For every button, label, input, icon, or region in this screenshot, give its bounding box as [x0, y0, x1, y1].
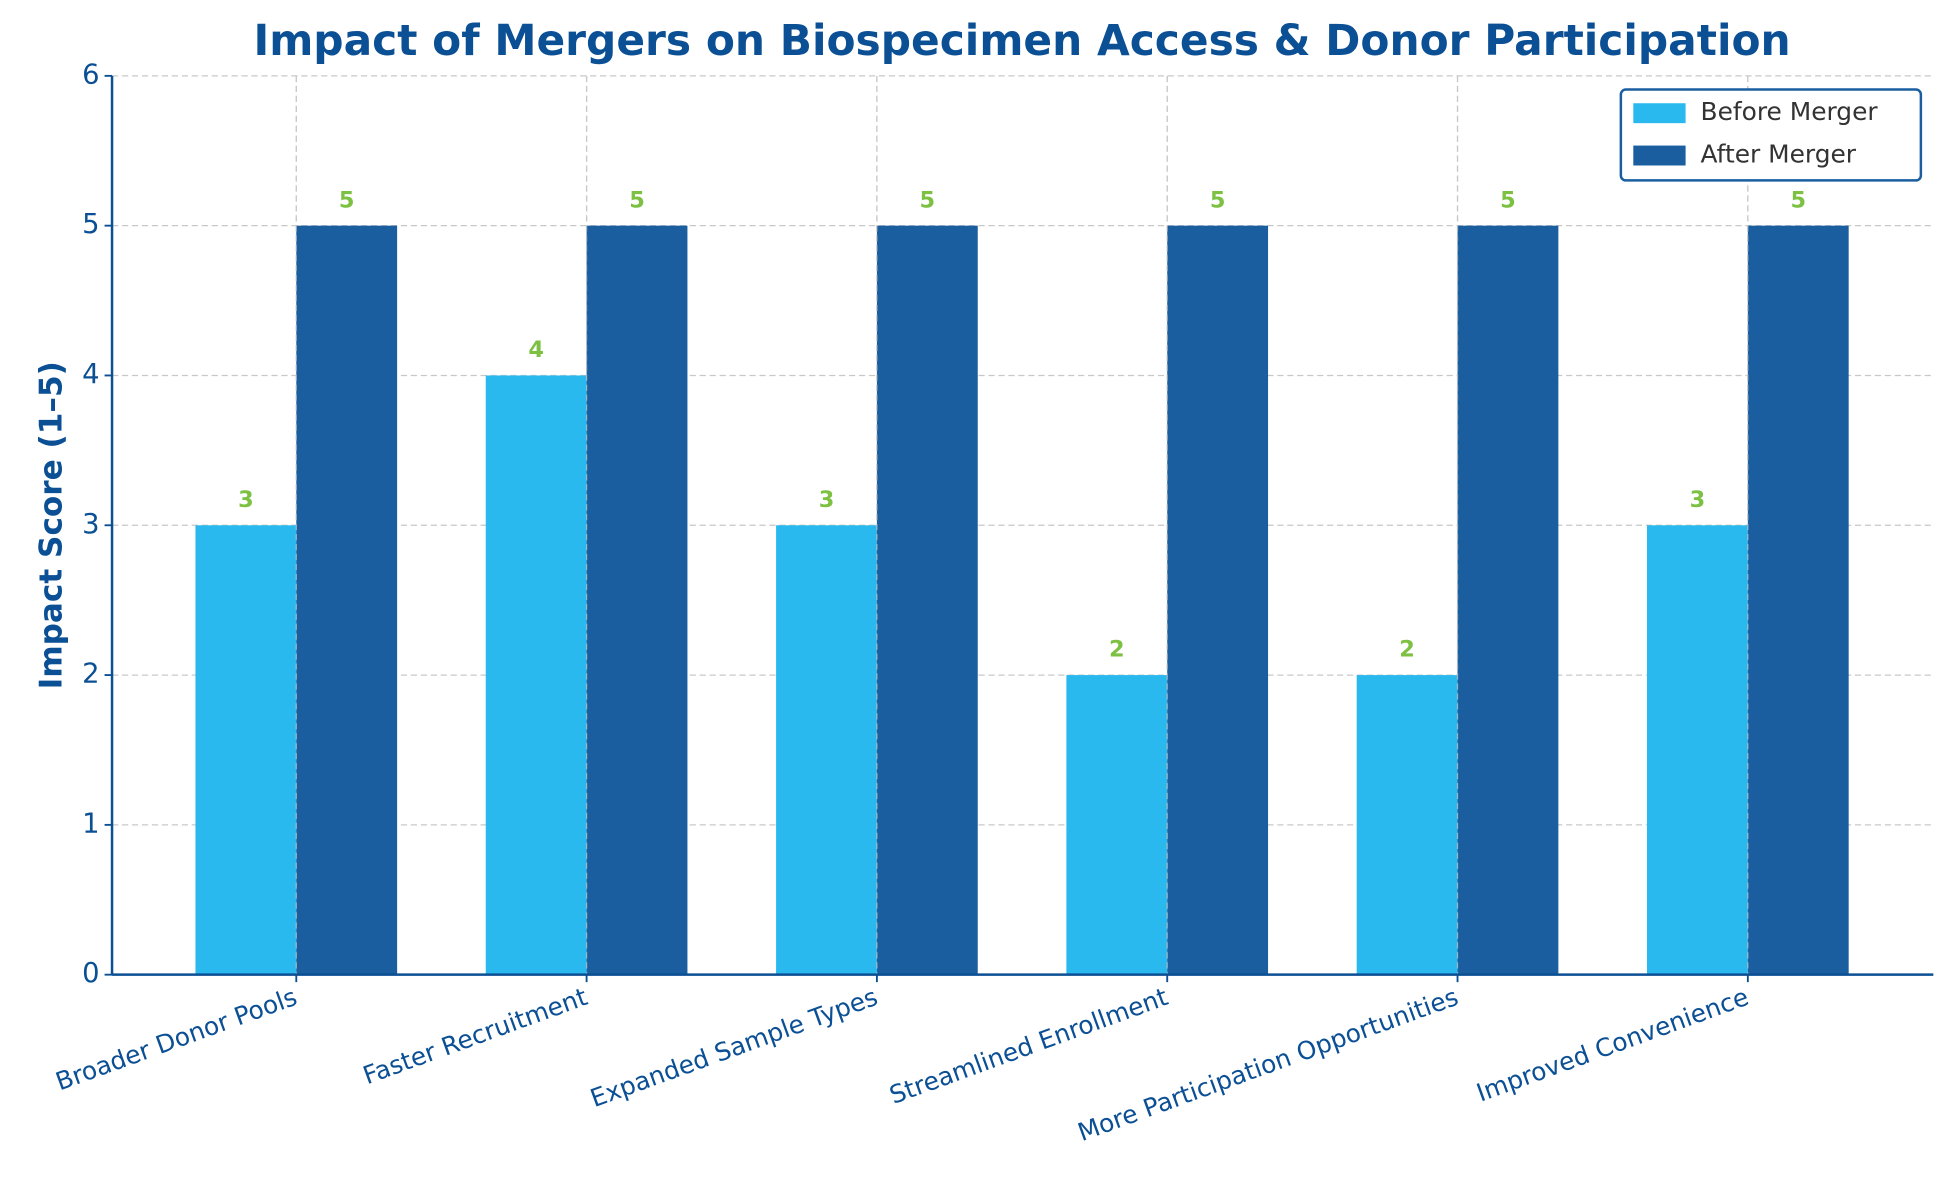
y-tick-label: 0 — [82, 958, 99, 989]
value-label: 2 — [1109, 637, 1125, 663]
bar — [1167, 225, 1269, 975]
bar — [1457, 225, 1559, 975]
y-tick-label: 2 — [82, 659, 99, 690]
legend-label: After Merger — [1701, 140, 1857, 169]
value-label: 5 — [920, 187, 936, 213]
value-label: 5 — [629, 187, 645, 213]
chart-title: Impact of Mergers on Biospecimen Access … — [253, 16, 1790, 65]
x-tick-label: Faster Recruitment — [359, 982, 591, 1090]
value-label: 3 — [1690, 487, 1706, 513]
value-label: 2 — [1399, 637, 1415, 663]
x-tick-label: Broader Donor Pools — [52, 982, 301, 1096]
value-label: 4 — [528, 337, 544, 363]
value-label: 5 — [1210, 187, 1226, 213]
x-tick-label: Improved Convenience — [1473, 982, 1753, 1107]
bar — [1356, 675, 1458, 975]
legend-box — [1619, 88, 1923, 182]
y-tick-label: 4 — [82, 359, 99, 390]
bar — [776, 525, 877, 975]
y-tick-label: 6 — [82, 59, 99, 90]
y-tick-label: 3 — [82, 509, 99, 540]
x-tick-label: Streamlined Enrollment — [886, 982, 1172, 1110]
value-label: 5 — [339, 187, 355, 213]
bar — [195, 525, 297, 975]
bar — [296, 225, 398, 975]
bar — [586, 225, 688, 975]
bar — [1647, 525, 1748, 975]
value-label: 3 — [819, 487, 835, 513]
bar — [1747, 225, 1849, 975]
legend-label: Before Merger — [1701, 97, 1879, 126]
y-tick-label: 5 — [82, 209, 99, 240]
value-label: 3 — [238, 487, 254, 513]
value-label: 5 — [1790, 187, 1806, 213]
y-tick-label: 1 — [82, 808, 99, 839]
bar — [485, 375, 587, 975]
legend-swatch — [1633, 145, 1686, 166]
x-tick-label: Expanded Sample Types — [586, 982, 881, 1113]
legend-swatch — [1633, 103, 1686, 124]
bar — [1066, 675, 1168, 975]
bar — [876, 225, 978, 975]
value-label: 5 — [1500, 187, 1516, 213]
y-axis-label: Impact Score (1–5) — [33, 361, 69, 689]
